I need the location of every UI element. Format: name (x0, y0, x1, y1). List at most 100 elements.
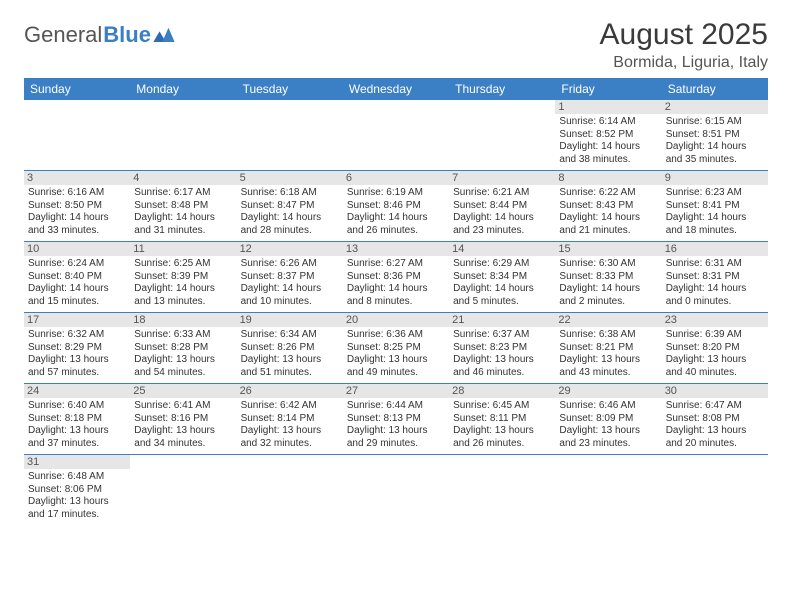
day-number: 23 (662, 313, 768, 327)
calendar-cell (555, 455, 661, 526)
month-title: August 2025 (600, 18, 768, 52)
logo-part1: General (24, 22, 102, 48)
day-details: Sunrise: 6:27 AMSunset: 8:36 PMDaylight:… (347, 258, 445, 308)
weekday-header: Monday (130, 78, 236, 100)
day-number: 24 (24, 384, 130, 398)
weekday-header: Sunday (24, 78, 130, 100)
day-details: Sunrise: 6:39 AMSunset: 8:20 PMDaylight:… (666, 329, 764, 379)
day-details: Sunrise: 6:15 AMSunset: 8:51 PMDaylight:… (666, 116, 764, 166)
day-number: 9 (662, 171, 768, 185)
calendar-cell: 27 Sunrise: 6:44 AMSunset: 8:13 PMDayligh… (343, 384, 449, 455)
weekday-header: Thursday (449, 78, 555, 100)
day-number: 15 (555, 242, 661, 256)
day-details: Sunrise: 6:19 AMSunset: 8:46 PMDaylight:… (347, 187, 445, 237)
day-details: Sunrise: 6:24 AMSunset: 8:40 PMDaylight:… (28, 258, 126, 308)
weekday-header: Saturday (662, 78, 768, 100)
calendar-row: 24 Sunrise: 6:40 AMSunset: 8:18 PMDayligh… (24, 384, 768, 455)
day-details: Sunrise: 6:46 AMSunset: 8:09 PMDaylight:… (559, 400, 657, 450)
day-details: Sunrise: 6:25 AMSunset: 8:39 PMDaylight:… (134, 258, 232, 308)
day-number: 2 (662, 100, 768, 114)
day-details: Sunrise: 6:32 AMSunset: 8:29 PMDaylight:… (28, 329, 126, 379)
day-details: Sunrise: 6:18 AMSunset: 8:47 PMDaylight:… (241, 187, 339, 237)
logo-part2: Blue (103, 22, 151, 48)
calendar-cell (343, 100, 449, 171)
day-details: Sunrise: 6:29 AMSunset: 8:34 PMDaylight:… (453, 258, 551, 308)
day-number: 18 (130, 313, 236, 327)
calendar-cell: 31 Sunrise: 6:48 AMSunset: 8:06 PMDayligh… (24, 455, 130, 526)
day-number: 30 (662, 384, 768, 398)
day-number: 25 (130, 384, 236, 398)
day-details: Sunrise: 6:48 AMSunset: 8:06 PMDaylight:… (28, 471, 126, 521)
calendar-cell (662, 455, 768, 526)
day-details: Sunrise: 6:40 AMSunset: 8:18 PMDaylight:… (28, 400, 126, 450)
calendar-cell: 7 Sunrise: 6:21 AMSunset: 8:44 PMDaylight… (449, 171, 555, 242)
calendar-cell: 19 Sunrise: 6:34 AMSunset: 8:26 PMDayligh… (237, 313, 343, 384)
day-details: Sunrise: 6:42 AMSunset: 8:14 PMDaylight:… (241, 400, 339, 450)
day-number: 21 (449, 313, 555, 327)
day-details: Sunrise: 6:47 AMSunset: 8:08 PMDaylight:… (666, 400, 764, 450)
calendar-cell: 29 Sunrise: 6:46 AMSunset: 8:09 PMDayligh… (555, 384, 661, 455)
day-number: 12 (237, 242, 343, 256)
logo: General Blue (24, 18, 175, 48)
calendar-cell (130, 455, 236, 526)
day-details: Sunrise: 6:33 AMSunset: 8:28 PMDaylight:… (134, 329, 232, 379)
day-details: Sunrise: 6:21 AMSunset: 8:44 PMDaylight:… (453, 187, 551, 237)
calendar-row: 10 Sunrise: 6:24 AMSunset: 8:40 PMDayligh… (24, 242, 768, 313)
day-details: Sunrise: 6:34 AMSunset: 8:26 PMDaylight:… (241, 329, 339, 379)
day-number: 29 (555, 384, 661, 398)
day-number: 13 (343, 242, 449, 256)
day-number: 26 (237, 384, 343, 398)
day-number: 17 (24, 313, 130, 327)
calendar-cell: 14Sunrise: 6:29 AMSunset: 8:34 PMDayligh… (449, 242, 555, 313)
calendar-cell: 12 Sunrise: 6:26 AMSunset: 8:37 PMDayligh… (237, 242, 343, 313)
calendar-table: Sunday Monday Tuesday Wednesday Thursday… (24, 78, 768, 525)
calendar-cell: 1 Sunrise: 6:14 AMSunset: 8:52 PMDaylight… (555, 100, 661, 171)
calendar-cell (130, 100, 236, 171)
calendar-cell: 2 Sunrise: 6:15 AMSunset: 8:51 PMDaylight… (662, 100, 768, 171)
day-number: 6 (343, 171, 449, 185)
day-number: 27 (343, 384, 449, 398)
calendar-cell: 10 Sunrise: 6:24 AMSunset: 8:40 PMDayligh… (24, 242, 130, 313)
day-details: Sunrise: 6:16 AMSunset: 8:50 PMDaylight:… (28, 187, 126, 237)
day-details: Sunrise: 6:22 AMSunset: 8:43 PMDaylight:… (559, 187, 657, 237)
calendar-cell: 30 Sunrise: 6:47 AMSunset: 8:08 PMDayligh… (662, 384, 768, 455)
title-block: August 2025 Bormida, Liguria, Italy (600, 18, 768, 72)
day-number: 19 (237, 313, 343, 327)
calendar-cell (449, 100, 555, 171)
calendar-cell: 21Sunrise: 6:37 AMSunset: 8:23 PMDayligh… (449, 313, 555, 384)
header: General Blue August 2025 Bormida, Liguri… (24, 18, 768, 72)
calendar-cell: 28Sunrise: 6:45 AMSunset: 8:11 PMDayligh… (449, 384, 555, 455)
calendar-cell (449, 455, 555, 526)
calendar-cell: 23 Sunrise: 6:39 AMSunset: 8:20 PMDayligh… (662, 313, 768, 384)
calendar-cell: 11 Sunrise: 6:25 AMSunset: 8:39 PMDayligh… (130, 242, 236, 313)
day-number: 1 (555, 100, 661, 114)
weekday-header: Tuesday (237, 78, 343, 100)
day-details: Sunrise: 6:26 AMSunset: 8:37 PMDaylight:… (241, 258, 339, 308)
calendar-cell: 3 Sunrise: 6:16 AMSunset: 8:50 PMDaylight… (24, 171, 130, 242)
day-details: Sunrise: 6:41 AMSunset: 8:16 PMDaylight:… (134, 400, 232, 450)
calendar-cell (237, 100, 343, 171)
day-number: 3 (24, 171, 130, 185)
day-details: Sunrise: 6:38 AMSunset: 8:21 PMDaylight:… (559, 329, 657, 379)
calendar-row: 3 Sunrise: 6:16 AMSunset: 8:50 PMDaylight… (24, 171, 768, 242)
day-number: 10 (24, 242, 130, 256)
day-details: Sunrise: 6:23 AMSunset: 8:41 PMDaylight:… (666, 187, 764, 237)
calendar-cell: 5 Sunrise: 6:18 AMSunset: 8:47 PMDaylight… (237, 171, 343, 242)
location: Bormida, Liguria, Italy (600, 54, 768, 72)
day-details: Sunrise: 6:44 AMSunset: 8:13 PMDaylight:… (347, 400, 445, 450)
weekday-row: Sunday Monday Tuesday Wednesday Thursday… (24, 78, 768, 100)
day-details: Sunrise: 6:45 AMSunset: 8:11 PMDaylight:… (453, 400, 551, 450)
day-number: 5 (237, 171, 343, 185)
calendar-row: 17 Sunrise: 6:32 AMSunset: 8:29 PMDayligh… (24, 313, 768, 384)
calendar-cell: 8Sunrise: 6:22 AMSunset: 8:43 PMDaylight… (555, 171, 661, 242)
day-details: Sunrise: 6:14 AMSunset: 8:52 PMDaylight:… (559, 116, 657, 166)
day-details: Sunrise: 6:36 AMSunset: 8:25 PMDaylight:… (347, 329, 445, 379)
day-number: 31 (24, 455, 130, 469)
day-number: 11 (130, 242, 236, 256)
calendar-cell: 6 Sunrise: 6:19 AMSunset: 8:46 PMDaylight… (343, 171, 449, 242)
calendar-cell (24, 100, 130, 171)
day-number: 7 (449, 171, 555, 185)
day-number: 22 (555, 313, 661, 327)
calendar-cell: 24 Sunrise: 6:40 AMSunset: 8:18 PMDayligh… (24, 384, 130, 455)
day-number: 4 (130, 171, 236, 185)
